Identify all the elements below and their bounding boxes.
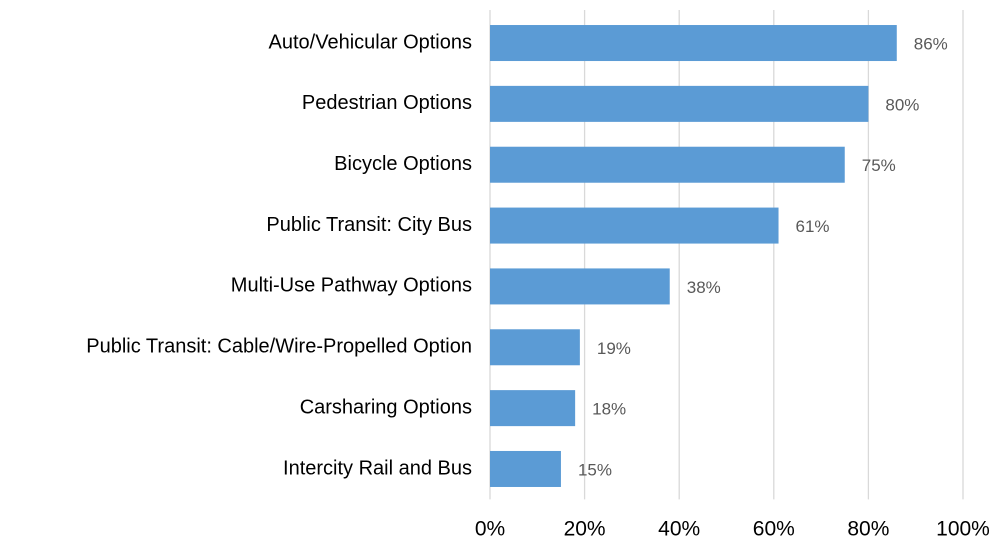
x-tick-label: 20% xyxy=(564,518,606,541)
category-label: Auto/Vehicular Options xyxy=(269,31,472,53)
value-label: 75% xyxy=(862,156,896,175)
value-label: 61% xyxy=(796,217,830,236)
category-label: Public Transit: Cable/Wire-Propelled Opt… xyxy=(86,336,472,358)
category-label: Bicycle Options xyxy=(334,153,472,175)
bar xyxy=(490,390,576,427)
x-tick-label: 100% xyxy=(936,518,990,541)
category-label: Multi-Use Pathway Options xyxy=(231,275,472,297)
category-label: Pedestrian Options xyxy=(302,92,472,114)
bar xyxy=(490,268,670,305)
category-label: Intercity Rail and Bus xyxy=(283,457,472,479)
x-tick-label: 40% xyxy=(658,518,700,541)
value-label: 80% xyxy=(885,95,919,114)
category-label: Carsharing Options xyxy=(300,396,472,418)
x-tick-label: 60% xyxy=(753,518,795,541)
bar xyxy=(490,25,897,62)
bar xyxy=(490,146,845,183)
value-label: 15% xyxy=(578,460,612,479)
x-tick-label: 80% xyxy=(847,518,889,541)
x-tick-label: 0% xyxy=(475,518,505,541)
bar xyxy=(490,85,869,122)
value-label: 18% xyxy=(592,400,626,419)
category-label: Public Transit: City Bus xyxy=(266,214,472,236)
bar xyxy=(490,329,580,366)
value-label: 19% xyxy=(597,339,631,358)
bar xyxy=(490,450,561,487)
bar xyxy=(490,207,779,244)
value-label: 38% xyxy=(687,278,721,297)
value-label: 86% xyxy=(914,35,948,54)
